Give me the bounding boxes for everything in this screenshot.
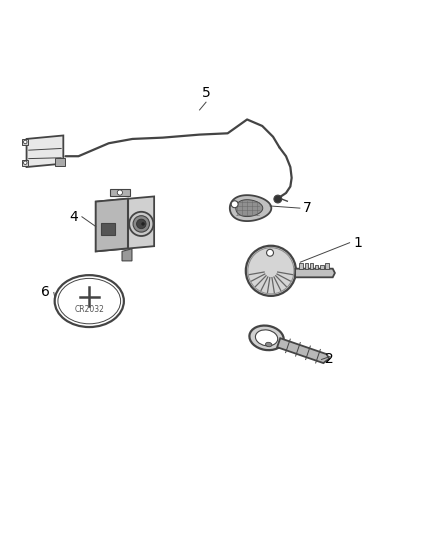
Ellipse shape [55, 275, 124, 327]
Bar [300, 263, 303, 269]
Ellipse shape [255, 330, 278, 346]
Circle shape [137, 219, 146, 229]
Bar [320, 265, 324, 269]
Bar [22, 139, 28, 145]
Circle shape [24, 140, 27, 144]
Text: 4: 4 [70, 210, 78, 224]
Bar [55, 158, 66, 166]
Polygon shape [236, 200, 263, 216]
Polygon shape [295, 269, 335, 277]
Polygon shape [96, 197, 154, 252]
Polygon shape [96, 199, 128, 252]
Circle shape [231, 201, 238, 208]
Polygon shape [277, 338, 329, 363]
Bar [310, 265, 313, 269]
Bar [22, 160, 28, 166]
Circle shape [129, 212, 153, 236]
Polygon shape [230, 195, 271, 221]
Polygon shape [27, 135, 64, 167]
Circle shape [267, 249, 273, 256]
Polygon shape [122, 249, 132, 261]
Circle shape [246, 246, 296, 296]
Circle shape [117, 190, 123, 195]
Bar [304, 265, 308, 269]
Circle shape [274, 195, 282, 203]
Bar [325, 265, 329, 269]
Text: 2: 2 [325, 352, 334, 367]
Circle shape [24, 161, 27, 165]
Bar [101, 223, 115, 236]
Bar [315, 263, 318, 269]
Circle shape [141, 222, 145, 225]
Ellipse shape [265, 342, 272, 346]
Text: 7: 7 [304, 201, 312, 215]
Text: 6: 6 [42, 286, 50, 300]
Bar [110, 189, 130, 197]
Text: 1: 1 [353, 236, 362, 250]
Circle shape [133, 216, 149, 232]
Ellipse shape [249, 326, 284, 350]
Text: CR2032: CR2032 [74, 305, 104, 314]
Text: 5: 5 [201, 86, 210, 100]
